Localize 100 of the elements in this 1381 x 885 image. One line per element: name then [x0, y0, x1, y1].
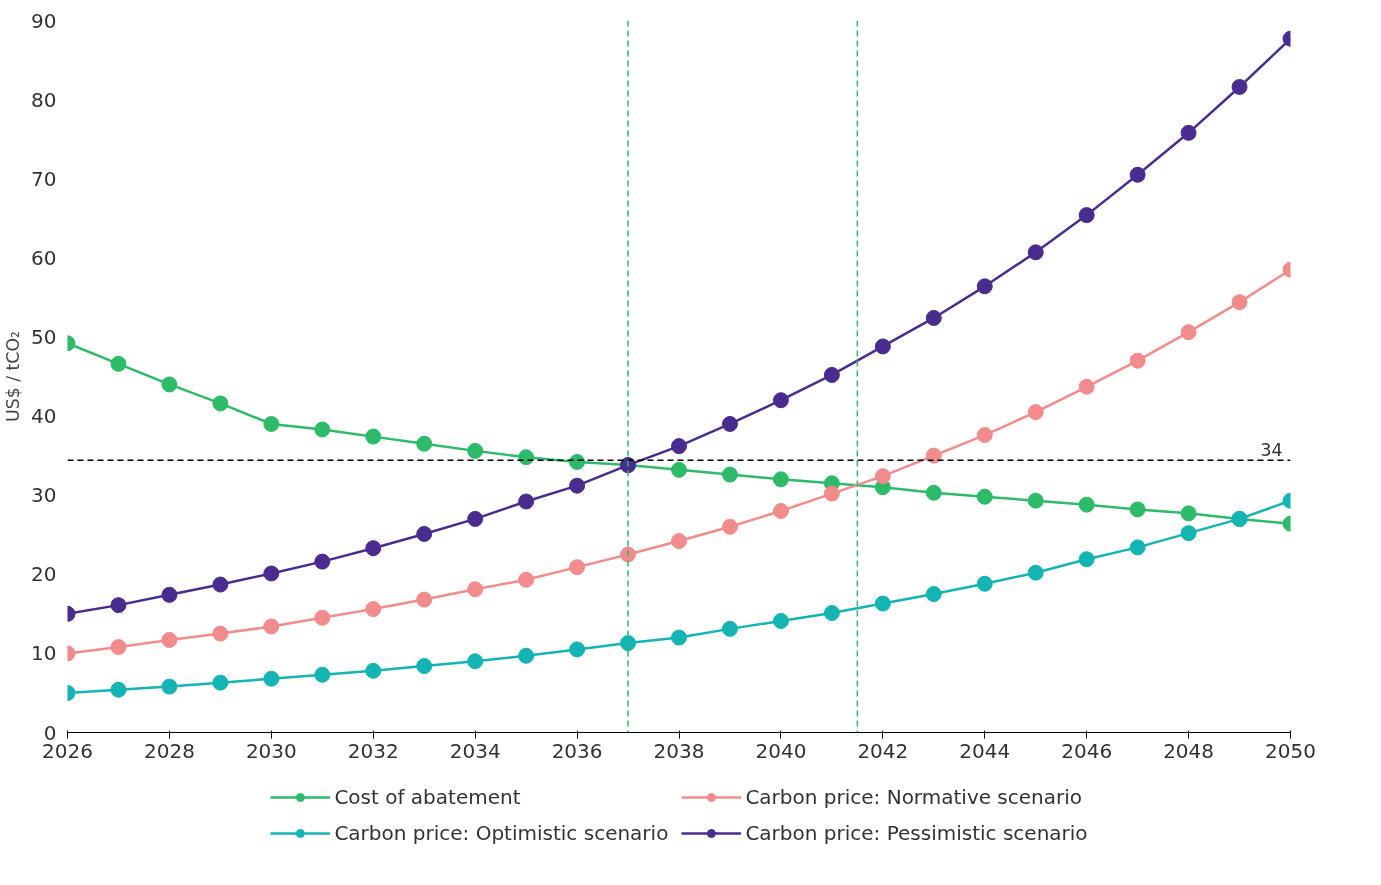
point [721, 518, 738, 535]
y-tick-label: 30 [31, 483, 57, 508]
y-tick-label: 10 [31, 641, 57, 666]
point [874, 595, 891, 612]
y-tick-label: 70 [31, 166, 57, 191]
x-tick-label: 2030 [245, 738, 297, 763]
point [620, 546, 637, 563]
point [721, 466, 738, 483]
point [263, 415, 280, 432]
point [467, 653, 484, 670]
point [569, 559, 586, 576]
x-tick-label: 2034 [449, 738, 501, 763]
point [1231, 78, 1248, 95]
point [467, 581, 484, 598]
point [976, 427, 993, 444]
point [976, 278, 993, 295]
point [518, 647, 535, 664]
point [263, 618, 280, 635]
point [569, 453, 586, 470]
x-tick-label: 2042 [857, 738, 909, 763]
point [365, 662, 382, 679]
point [772, 503, 789, 519]
point [467, 510, 484, 527]
point [925, 586, 942, 603]
y-tick-label: 50 [31, 324, 57, 349]
point [1129, 539, 1146, 556]
point [823, 605, 840, 622]
point [1180, 505, 1197, 522]
point [365, 601, 382, 618]
point [314, 421, 331, 438]
point [976, 488, 993, 505]
point [1129, 166, 1146, 183]
point [263, 670, 280, 687]
y-axis-title: US$ / tCO₂ [3, 330, 24, 423]
point [1078, 551, 1095, 568]
point [925, 447, 942, 464]
legend-label: Carbon price: Optimistic scenario [334, 821, 669, 845]
x-tick-label: 2050 [1265, 738, 1316, 763]
y-tick-label: 80 [31, 87, 57, 112]
point [1129, 501, 1146, 518]
y-tick-label: 90 [31, 8, 57, 33]
point [518, 571, 535, 588]
legend-label: Cost of abatement [334, 785, 521, 809]
point [1180, 124, 1197, 141]
point [671, 461, 687, 478]
point [1180, 525, 1197, 542]
x-tick-label: 2048 [1163, 738, 1215, 763]
point [314, 553, 331, 570]
point [823, 485, 840, 502]
ref-line-label: 34 [1260, 440, 1283, 461]
point [365, 428, 382, 445]
point [1180, 324, 1197, 341]
y-tick-label: 40 [31, 404, 57, 429]
x-tick-label: 2038 [653, 738, 705, 763]
point [212, 625, 229, 642]
point [874, 338, 891, 355]
legend-label: Carbon price: Normative scenario [745, 785, 1083, 809]
point [161, 586, 178, 603]
point [518, 449, 535, 466]
point [1078, 207, 1095, 224]
point [212, 576, 229, 593]
point [671, 533, 687, 550]
point [212, 674, 229, 691]
x-tick-label: 2036 [551, 738, 603, 763]
x-tick-label: 2046 [1061, 738, 1113, 763]
point [1027, 564, 1044, 581]
point [620, 635, 637, 652]
y-tick-label: 0 [43, 720, 57, 745]
point [314, 609, 331, 626]
point [569, 477, 586, 494]
point [1027, 244, 1044, 261]
point [772, 392, 789, 409]
x-tick-label: 2044 [959, 738, 1011, 763]
point [772, 471, 789, 488]
point [110, 639, 127, 656]
point [1078, 378, 1095, 395]
point [314, 666, 331, 683]
point [1027, 492, 1044, 509]
x-tick-label: 2032 [347, 738, 399, 763]
x-tick-label: 2028 [143, 738, 195, 763]
point [263, 565, 280, 582]
point [161, 376, 178, 393]
point [721, 415, 738, 432]
point [161, 678, 178, 695]
point [772, 612, 789, 629]
point [110, 355, 127, 372]
point [518, 493, 535, 510]
point [671, 438, 687, 455]
y-tick-label: 20 [31, 562, 57, 587]
point [416, 435, 433, 452]
point [467, 442, 484, 459]
point [1231, 294, 1248, 311]
point [569, 641, 586, 658]
point [1129, 352, 1146, 369]
point [925, 309, 942, 326]
point [212, 395, 229, 412]
point [671, 629, 687, 646]
point [874, 468, 891, 485]
y-tick-label: 60 [31, 245, 57, 270]
point [1027, 404, 1044, 421]
